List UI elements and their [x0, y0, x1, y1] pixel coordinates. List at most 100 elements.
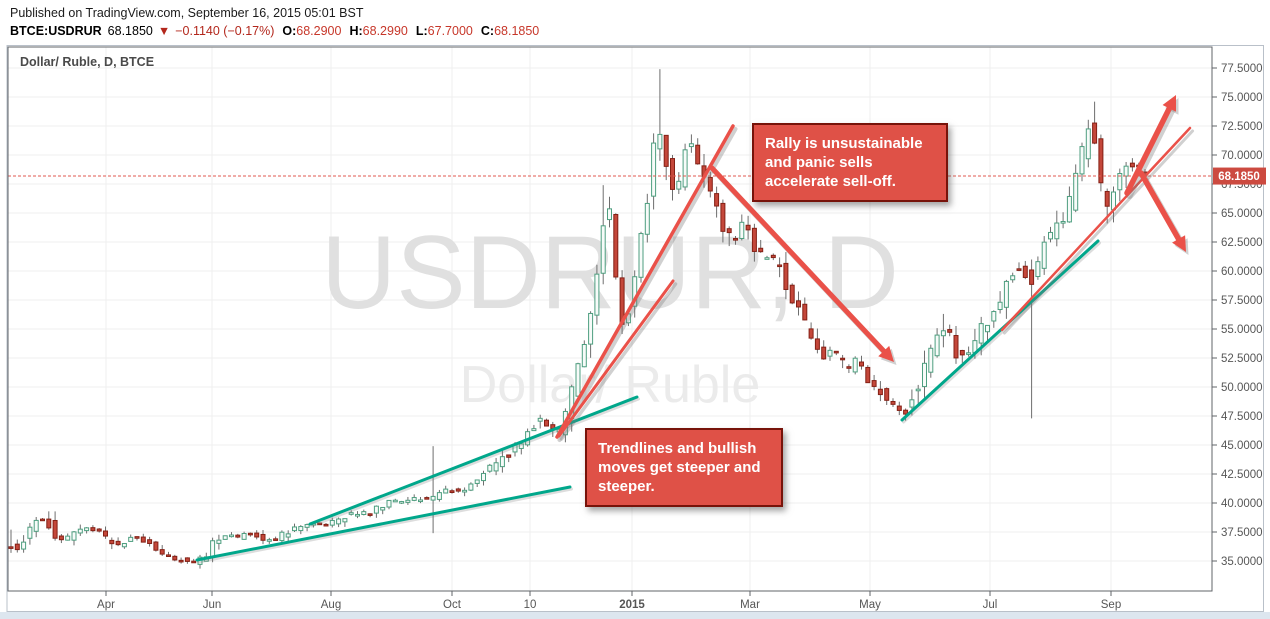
candle-up	[481, 472, 486, 482]
ohlc-value: 68.2900	[296, 24, 342, 38]
candle-down	[424, 497, 430, 500]
candle-up	[342, 518, 348, 523]
price-tick-label: 47.5000	[1221, 411, 1263, 423]
candle-up	[380, 506, 386, 511]
annotation-box[interactable]: Trendlines and bullish moves get steeper…	[585, 428, 783, 507]
candle-up	[1079, 146, 1085, 175]
candle-up	[1117, 173, 1123, 191]
candle-down	[52, 519, 58, 539]
candle-down	[40, 518, 45, 522]
candle-down	[134, 536, 140, 539]
candle-up	[355, 513, 360, 517]
page-footer-strip	[0, 612, 1270, 619]
candle-up	[285, 533, 291, 538]
up-scenario-arrow-head[interactable]	[1162, 95, 1176, 112]
projection-line[interactable]	[1000, 126, 1192, 332]
candle-down	[172, 555, 178, 561]
candle-down	[859, 361, 864, 367]
drawing-shadow	[902, 241, 1101, 424]
candle-up	[991, 311, 997, 322]
ohlc-label: L:	[415, 24, 428, 38]
date-tick-label: Apr	[97, 599, 115, 611]
candle-up	[1123, 165, 1129, 177]
candle-up	[386, 499, 392, 508]
candle-up	[33, 519, 39, 532]
candle-up	[581, 344, 587, 368]
price-tick-label: 57.5000	[1221, 295, 1263, 307]
candle-up	[430, 495, 436, 501]
candle-up	[292, 526, 297, 532]
date-tick-label: May	[859, 599, 881, 611]
published-line: Published on TradingView.com, September …	[10, 6, 364, 20]
price-tick-label: 77.5000	[1221, 63, 1263, 75]
candle-down	[903, 409, 909, 415]
candlestick-layer	[8, 69, 1148, 569]
candle-down	[90, 527, 96, 532]
date-tick-label: Aug	[321, 599, 341, 611]
candle-down	[184, 557, 190, 562]
drawing-shadow	[559, 282, 678, 441]
candle-up	[1073, 172, 1079, 211]
candle-up	[1035, 261, 1041, 278]
candle-down	[789, 284, 795, 304]
candle-up	[216, 539, 222, 544]
candle-down	[323, 523, 329, 527]
price-tick-label: 75.0000	[1221, 92, 1263, 104]
candle-up	[405, 499, 411, 503]
candle-up	[336, 518, 342, 525]
candle-down	[670, 158, 675, 190]
candle-down	[191, 560, 197, 564]
candle-down	[1016, 268, 1022, 271]
candle-down	[833, 350, 839, 354]
candle-down	[707, 176, 713, 192]
price-change: −0.1140 (−0.17%)	[175, 24, 275, 38]
candle-down	[953, 335, 959, 359]
candle-down	[153, 541, 159, 551]
candle-down	[317, 522, 323, 526]
candle-down	[802, 303, 808, 321]
candle-up	[644, 202, 650, 235]
candle-down	[663, 134, 669, 167]
bullish-trendline[interactable]	[195, 485, 572, 562]
candle-up	[688, 143, 694, 148]
bullish-trendline[interactable]	[900, 239, 1100, 422]
candle-up	[279, 531, 285, 542]
candle-up	[128, 536, 134, 542]
candle-down	[846, 366, 852, 369]
candle-down	[1104, 190, 1110, 207]
up-scenario-arrow[interactable]	[1124, 103, 1173, 196]
bullish-trendline[interactable]	[308, 395, 639, 526]
price-tick-label: 55.0000	[1221, 324, 1263, 336]
candle-up	[638, 233, 644, 278]
candle-up	[418, 499, 423, 503]
annotation-box[interactable]: Rally is unsustainable and panic sells a…	[752, 123, 948, 202]
candle-up	[827, 349, 833, 357]
candle-up	[121, 543, 127, 548]
candle-up	[915, 388, 921, 392]
candle-down	[814, 338, 820, 350]
candle-down	[46, 518, 52, 529]
candle-up	[229, 534, 234, 538]
candle-up	[304, 524, 310, 528]
candle-up	[65, 535, 71, 541]
last-price-tag-text: 68.1850	[1218, 171, 1260, 183]
candle-up	[392, 499, 398, 503]
price-tick-label: 70.0000	[1221, 150, 1263, 162]
candle-down	[840, 357, 846, 361]
candle-up	[934, 334, 940, 357]
sell-off-arrow[interactable]	[709, 165, 888, 356]
rally-trendline[interactable]	[555, 124, 735, 439]
candle-up	[588, 312, 594, 345]
symbol-name: BTCE:USDRUR	[10, 24, 102, 38]
date-tick-label: 2015	[619, 599, 645, 611]
candle-up	[241, 532, 247, 540]
candle-down	[14, 543, 20, 551]
candle-down	[449, 490, 455, 493]
down-scenario-arrow[interactable]	[1138, 170, 1183, 244]
down-scenario-arrow-head[interactable]	[1172, 235, 1186, 252]
rally-trendline[interactable]	[557, 279, 675, 438]
candle-down	[890, 400, 896, 405]
ohlc-value: 68.1850	[494, 24, 540, 38]
sell-off-arrow-head[interactable]	[878, 345, 894, 362]
